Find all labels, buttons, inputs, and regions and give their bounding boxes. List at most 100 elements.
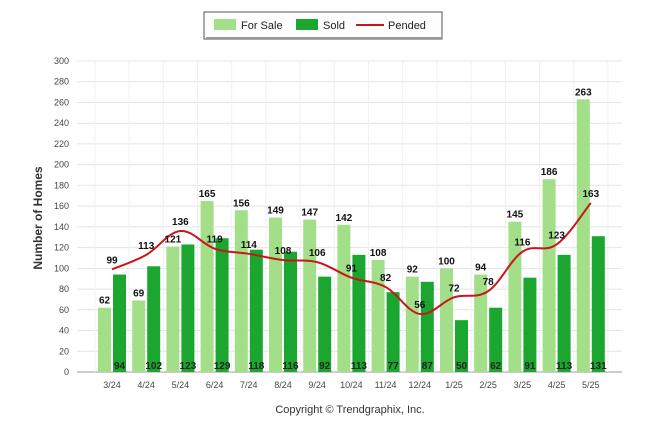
bars xyxy=(98,99,605,373)
bar-sold xyxy=(591,236,605,372)
data-label-for-sale: 156 xyxy=(233,198,250,209)
bar-sold xyxy=(318,276,332,372)
data-label-sold: 92 xyxy=(319,361,331,372)
data-label-sold: 87 xyxy=(422,361,434,372)
x-tick-label: 1/25 xyxy=(445,380,463,390)
legend-swatch-sold xyxy=(296,19,318,30)
data-label-pended: 91 xyxy=(346,264,358,275)
legend-swatch-for-sale xyxy=(214,19,236,30)
data-label-pended: 163 xyxy=(582,189,599,200)
y-tick-label: 80 xyxy=(59,284,69,294)
x-tick-label: 7/24 xyxy=(240,380,258,390)
bar-sold xyxy=(523,277,537,372)
legend-label-for-sale: For Sale xyxy=(241,20,283,32)
x-tick-label: 2/25 xyxy=(479,380,497,390)
data-label-for-sale: 92 xyxy=(407,265,419,276)
bar-for-sale xyxy=(269,217,282,372)
x-tick-label: 5/25 xyxy=(582,380,600,390)
data-label-for-sale: 108 xyxy=(370,248,387,259)
legend-shadow xyxy=(206,37,442,39)
legend: For Sale Sold Pended xyxy=(203,11,443,40)
data-label-sold: 113 xyxy=(556,361,573,372)
bar-sold xyxy=(557,254,571,372)
bar-for-sale xyxy=(166,246,180,372)
y-tick-label: 100 xyxy=(54,263,69,273)
x-tick-label: 8/24 xyxy=(274,380,292,390)
data-label-pended: 72 xyxy=(448,283,460,294)
data-label-sold: 62 xyxy=(490,361,502,372)
bar-sold xyxy=(386,292,400,372)
data-label-pended: 78 xyxy=(483,277,495,288)
bar-for-sale xyxy=(440,268,453,372)
data-label-sold: 113 xyxy=(351,361,368,372)
y-tick-label: 160 xyxy=(54,201,69,211)
pended-line xyxy=(111,202,592,315)
bar-for-sale xyxy=(234,210,248,372)
bar-for-sale xyxy=(508,221,522,372)
data-label-pended: 82 xyxy=(380,273,392,284)
y-tick-label: 20 xyxy=(59,346,69,356)
bar-for-sale xyxy=(98,307,111,372)
bar-sold xyxy=(489,307,503,372)
y-tick-label: 0 xyxy=(64,367,69,377)
data-label-sold: 50 xyxy=(456,361,468,372)
x-tick-label: 9/24 xyxy=(308,380,326,390)
data-label-sold: 131 xyxy=(590,361,607,372)
data-label-for-sale: 145 xyxy=(507,210,524,221)
y-tick-label: 260 xyxy=(54,97,69,107)
x-tick-label: 3/25 xyxy=(514,380,532,390)
data-label-pended: 136 xyxy=(172,217,189,228)
legend-label-pended: Pended xyxy=(388,20,426,32)
y-tick-label: 220 xyxy=(54,139,69,149)
legend-label-sold: Sold xyxy=(323,20,345,32)
y-tick-label: 280 xyxy=(54,77,69,87)
y-tick-label: 200 xyxy=(54,160,69,170)
data-label-for-sale: 142 xyxy=(336,213,353,224)
bar-for-sale xyxy=(576,99,590,373)
y-tick-label: 60 xyxy=(59,305,69,315)
bar-sold xyxy=(113,274,126,372)
data-label-for-sale: 62 xyxy=(99,296,111,307)
data-label-pended: 123 xyxy=(548,230,565,241)
bar-for-sale xyxy=(405,276,419,372)
data-label-sold: 129 xyxy=(214,361,231,372)
data-label-pended: 113 xyxy=(138,241,155,252)
y-tick-label: 180 xyxy=(54,180,69,190)
data-label-pended: 56 xyxy=(414,300,426,311)
bar-for-sale xyxy=(474,274,488,372)
y-tick-label: 300 xyxy=(54,56,69,66)
data-label-sold: 123 xyxy=(180,361,197,372)
bar-sold xyxy=(215,238,229,372)
data-label-for-sale: 186 xyxy=(541,167,558,178)
data-label-for-sale: 149 xyxy=(267,206,284,217)
bar-sold xyxy=(420,281,434,372)
bar-for-sale xyxy=(132,300,146,372)
x-axis-ticks: 3/24 4/24 5/24 6/24 7/24 8/24 9/24 10/24 11/24 12… xyxy=(103,380,599,390)
data-label-for-sale: 94 xyxy=(475,263,487,274)
y-tick-label: 120 xyxy=(54,243,69,253)
data-label-pended: 114 xyxy=(241,240,258,251)
data-label-sold: 102 xyxy=(145,361,162,372)
bar-for-sale xyxy=(542,179,556,372)
bar-for-sale xyxy=(200,200,214,372)
data-label-sold: 77 xyxy=(388,361,400,372)
pended-line-path xyxy=(111,202,592,315)
bar-sold xyxy=(249,249,263,372)
x-tick-label: 4/24 xyxy=(137,380,155,390)
bar-sold xyxy=(147,266,161,372)
data-label-for-sale: 147 xyxy=(301,208,318,219)
bar-sold xyxy=(284,251,297,372)
data-label-pended: 106 xyxy=(309,248,326,259)
y-axis-label: Number of Homes xyxy=(31,166,45,270)
bar-sold xyxy=(455,320,468,372)
x-tick-label: 4/25 xyxy=(548,380,566,390)
bar-for-sale xyxy=(337,224,351,372)
bar-for-sale xyxy=(303,219,317,372)
x-tick-label: 11/24 xyxy=(375,380,397,390)
x-tick-label: 3/24 xyxy=(103,380,121,390)
bar-sold xyxy=(352,254,366,372)
legend-box xyxy=(203,11,443,40)
data-label-sold: 91 xyxy=(524,361,536,372)
data-label-pended: 119 xyxy=(207,235,224,246)
